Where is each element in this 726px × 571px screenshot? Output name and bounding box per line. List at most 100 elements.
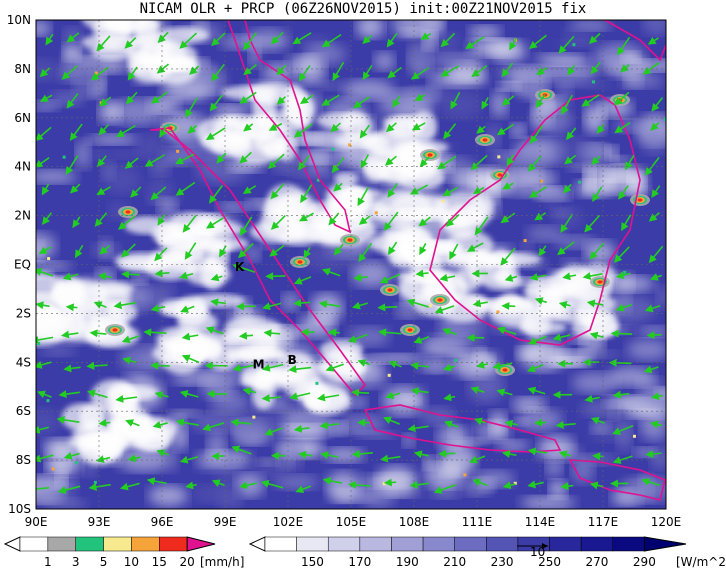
wind-vector xyxy=(96,155,107,168)
wind-vector xyxy=(644,304,661,313)
wind-vector xyxy=(242,185,257,194)
precip-speck xyxy=(591,80,595,84)
wind-vector xyxy=(242,387,257,396)
bright-cloud xyxy=(101,20,120,23)
wind-vector xyxy=(359,124,370,139)
reference-vector-head xyxy=(542,543,548,549)
cloud-patch xyxy=(556,80,573,105)
latitude-label: 10N xyxy=(7,13,31,27)
cloud-patch xyxy=(615,290,632,314)
wind-vector xyxy=(465,36,485,50)
wind-vector xyxy=(387,182,398,198)
wind-vector xyxy=(610,329,633,338)
wind-vector xyxy=(150,186,167,201)
wind-vector xyxy=(410,67,430,80)
wind-vector xyxy=(298,154,311,171)
wind-vector xyxy=(143,328,167,337)
precip-unit: [mm/h] xyxy=(200,555,244,569)
bright-cloud xyxy=(483,251,542,267)
precip-speck xyxy=(496,310,500,314)
bright-cloud xyxy=(49,283,87,309)
city-label: K xyxy=(235,260,245,274)
wind-vector xyxy=(419,156,430,168)
wind-vector xyxy=(613,246,630,263)
wind-vector xyxy=(216,152,227,164)
coastline-java xyxy=(363,404,562,453)
wind-vector xyxy=(534,297,547,305)
cloud-patch xyxy=(75,139,91,169)
wind-vector xyxy=(130,186,142,198)
cloud-patch xyxy=(36,261,72,271)
wind-vector xyxy=(647,36,659,45)
cloud-patch xyxy=(515,417,530,427)
wind-vector xyxy=(500,247,516,266)
wind-vector xyxy=(529,273,547,281)
wind-vector xyxy=(648,212,660,222)
wind-vector xyxy=(270,31,284,45)
cloud-patch xyxy=(276,424,330,438)
cloud-patch xyxy=(276,443,295,471)
wind-vector xyxy=(509,37,518,51)
cloud-patch xyxy=(626,339,666,361)
cloud-patch xyxy=(216,485,243,509)
wind-vector xyxy=(121,243,136,258)
wind-vector xyxy=(561,94,573,115)
wind-vector xyxy=(243,123,254,132)
precip-cell-intense xyxy=(407,328,413,332)
cloud-patch xyxy=(574,80,614,90)
precip-cell-intense xyxy=(387,288,393,292)
cloud-patch xyxy=(568,163,604,172)
cloud-patch xyxy=(511,397,547,412)
wind-vector xyxy=(322,476,343,485)
cloud-patch xyxy=(526,225,566,242)
wind-vector xyxy=(36,335,54,344)
wind-vector xyxy=(86,361,108,370)
precip-colorbar-head xyxy=(186,536,216,552)
wind-vector xyxy=(125,419,140,427)
bright-cloud xyxy=(114,252,172,269)
wind-vector xyxy=(189,65,200,75)
wind-vector xyxy=(615,271,631,280)
wind-vector xyxy=(466,242,484,252)
cloud-patch xyxy=(342,79,395,101)
cloud-patch xyxy=(622,479,659,490)
wind-vector xyxy=(379,273,401,284)
wind-vector xyxy=(319,421,339,430)
olr-colorbar-swatch xyxy=(296,536,329,552)
wind-vector xyxy=(648,245,664,264)
olr-colorbar-label: 190 xyxy=(396,555,419,569)
bright-cloud xyxy=(105,20,149,33)
wind-vector xyxy=(180,305,195,313)
wind-vector xyxy=(592,452,605,461)
cloud-patch xyxy=(402,433,415,448)
precip-colorbar-swatch xyxy=(75,536,104,552)
cloud-patch xyxy=(571,455,595,484)
wind-vector xyxy=(502,182,514,190)
wind-vector xyxy=(387,241,398,256)
precip-speck xyxy=(348,143,352,147)
olr-colorbar-swatch xyxy=(454,536,487,552)
wind-vector xyxy=(504,419,518,428)
bright-cloud xyxy=(305,390,352,415)
cloud-patch xyxy=(468,25,502,40)
wind-vector xyxy=(39,94,53,102)
wind-vector xyxy=(413,450,429,459)
wind-vector xyxy=(500,212,516,224)
wind-vector xyxy=(57,485,81,494)
wind-vector xyxy=(298,212,314,222)
precip-speck xyxy=(166,123,170,127)
wind-vector xyxy=(127,66,138,81)
precip-speck xyxy=(47,257,51,261)
wind-vector xyxy=(66,32,80,43)
wind-vector xyxy=(440,65,460,77)
wind-vector xyxy=(298,65,311,82)
wind-vector xyxy=(649,420,663,429)
wind-vector xyxy=(383,478,397,487)
wind-vector xyxy=(144,154,165,167)
wind-vectors xyxy=(36,31,664,494)
latitude-label: 2N xyxy=(14,209,31,223)
wind-vector xyxy=(121,270,140,279)
wind-vector xyxy=(449,243,459,260)
wind-vector xyxy=(529,125,544,145)
precip-colorbar: 1 3 5 10 15 20 xyxy=(3,536,216,569)
